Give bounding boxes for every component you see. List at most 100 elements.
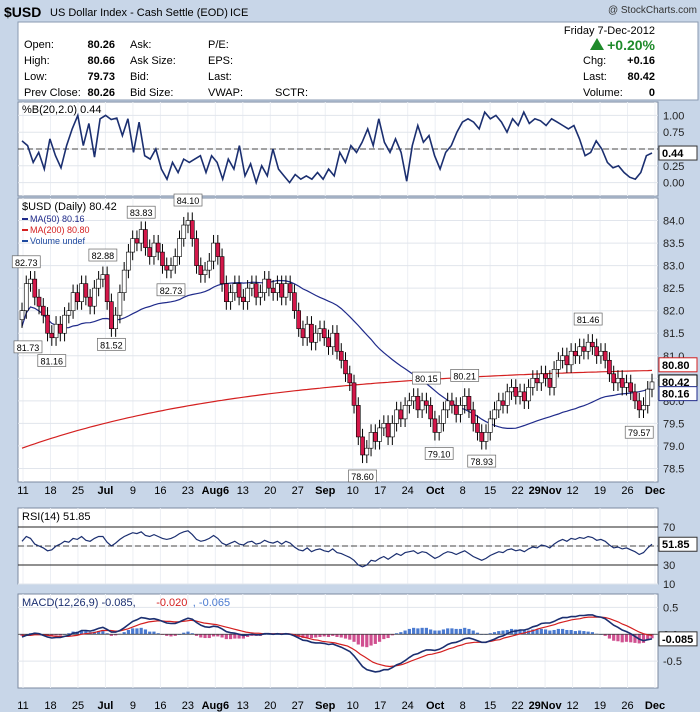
macd-histogram-bar — [139, 627, 143, 635]
rsi-line — [21, 530, 653, 568]
price-annotation-box — [450, 369, 480, 382]
candle-body — [641, 405, 646, 411]
macd-histogram-bar — [492, 632, 497, 635]
quote-value: 80.26 — [87, 39, 115, 51]
macd-histogram-bar — [433, 630, 437, 635]
quote-label: Open: — [24, 39, 54, 51]
candle-body — [194, 238, 199, 266]
summary-label: Volume: — [583, 87, 623, 99]
price-annotation: 83.83 — [130, 208, 153, 218]
candle-body — [58, 323, 63, 334]
candle-body — [36, 296, 42, 307]
macd-histogram-bar — [390, 634, 394, 636]
x-axis-label-bottom: 15 — [484, 700, 496, 712]
macd-label-part: MACD(12,26,9) -0.085, — [22, 597, 136, 609]
candle-body — [407, 400, 412, 406]
quote-value: 79.73 — [87, 71, 115, 83]
candle-body — [262, 278, 267, 293]
candle-body — [172, 256, 178, 266]
price-last-label: 80.80 — [662, 360, 690, 372]
candle-body — [177, 238, 182, 257]
sctr-label: SCTR: — [275, 87, 308, 99]
macd-histogram-bar — [105, 633, 109, 635]
macd-histogram-bar — [143, 629, 148, 635]
macd-histogram-bar — [326, 634, 331, 637]
candle-body — [245, 287, 250, 302]
macd-histogram-bar — [365, 634, 369, 648]
candle-body — [636, 400, 642, 411]
price-annotation-box — [88, 248, 118, 262]
price-annotation: 81.52 — [100, 340, 123, 350]
price-annotation-box — [467, 454, 497, 468]
candle-body — [185, 220, 191, 226]
x-axis-label: 22 — [511, 485, 523, 497]
up-arrow-icon — [590, 38, 604, 50]
candle-body — [300, 328, 306, 339]
candle-body — [326, 337, 331, 348]
candle-body — [483, 432, 489, 442]
macd-histogram-bar — [450, 628, 454, 635]
candle-body — [530, 378, 536, 388]
y-tick-label: 78.5 — [663, 463, 684, 475]
candle-body — [607, 359, 612, 375]
price-annotation-box — [11, 255, 41, 269]
macd-histogram-bar — [403, 630, 407, 635]
macd-histogram-bar — [173, 634, 177, 636]
x-axis-label-bottom: 23 — [182, 700, 194, 712]
candle-body — [581, 346, 587, 352]
price-annotation: 80.21 — [453, 371, 476, 381]
macd-histogram-bar — [394, 633, 399, 635]
x-axis-label: 16 — [154, 485, 166, 497]
macd-histogram-bar — [233, 634, 237, 639]
x-axis-label-bottom: 19 — [594, 700, 606, 712]
macd-histogram-bar — [224, 634, 228, 640]
macd-histogram-bar — [148, 631, 152, 635]
candle-body — [381, 423, 387, 429]
candle-body — [632, 391, 638, 402]
macd-histogram-bar — [79, 630, 84, 635]
x-axis-label-bottom: Aug6 — [202, 700, 230, 712]
macd-histogram-bar — [182, 632, 186, 635]
candle-body — [364, 447, 370, 456]
macd-histogram-bar — [590, 632, 595, 635]
candle-body — [211, 242, 216, 262]
candle-body — [109, 301, 114, 330]
candle-body — [355, 405, 361, 438]
x-axis-label: 12 — [566, 485, 578, 497]
x-axis-label: Oct — [426, 485, 445, 497]
series-name: US Dollar Index - Cash Settle (EOD) — [50, 7, 228, 19]
candle-body — [66, 310, 72, 316]
price-last-label-box — [658, 357, 698, 373]
macd-histogram-bar — [322, 634, 326, 637]
candle-body — [198, 265, 204, 275]
macd-histogram-bar — [501, 630, 505, 635]
y-tick-label: 70 — [663, 522, 675, 534]
candle-body — [62, 314, 67, 334]
candle-body — [279, 283, 284, 298]
candle-body — [100, 274, 106, 280]
rsi-last-value: 51.85 — [662, 539, 690, 551]
macd-histogram-bar — [531, 629, 535, 635]
macd-histogram-bar — [314, 634, 318, 638]
candle-body — [526, 387, 531, 402]
candle-body — [338, 350, 344, 361]
y-tick-label: 0.5 — [663, 602, 678, 614]
candle-body — [164, 265, 170, 271]
x-axis-label: 9 — [130, 485, 136, 497]
price-annotation: 82.73 — [160, 286, 183, 296]
macd-histogram-bar — [356, 634, 360, 645]
candle-body — [287, 283, 293, 293]
y-tick-label: 0.75 — [663, 127, 684, 139]
candle-body — [113, 314, 118, 330]
candle-body — [206, 260, 212, 271]
macd-histogram-bar — [497, 631, 501, 635]
x-axis-label-bottom: 25 — [72, 700, 84, 712]
x-axis-label: Dec — [645, 485, 665, 497]
candle-body — [590, 341, 595, 348]
candle-body — [543, 373, 548, 379]
price-last-label-box — [658, 386, 698, 402]
macd-histogram-bar — [305, 634, 309, 638]
y-tick-label: 82.5 — [663, 283, 684, 295]
macd-histogram-bar — [582, 631, 586, 635]
